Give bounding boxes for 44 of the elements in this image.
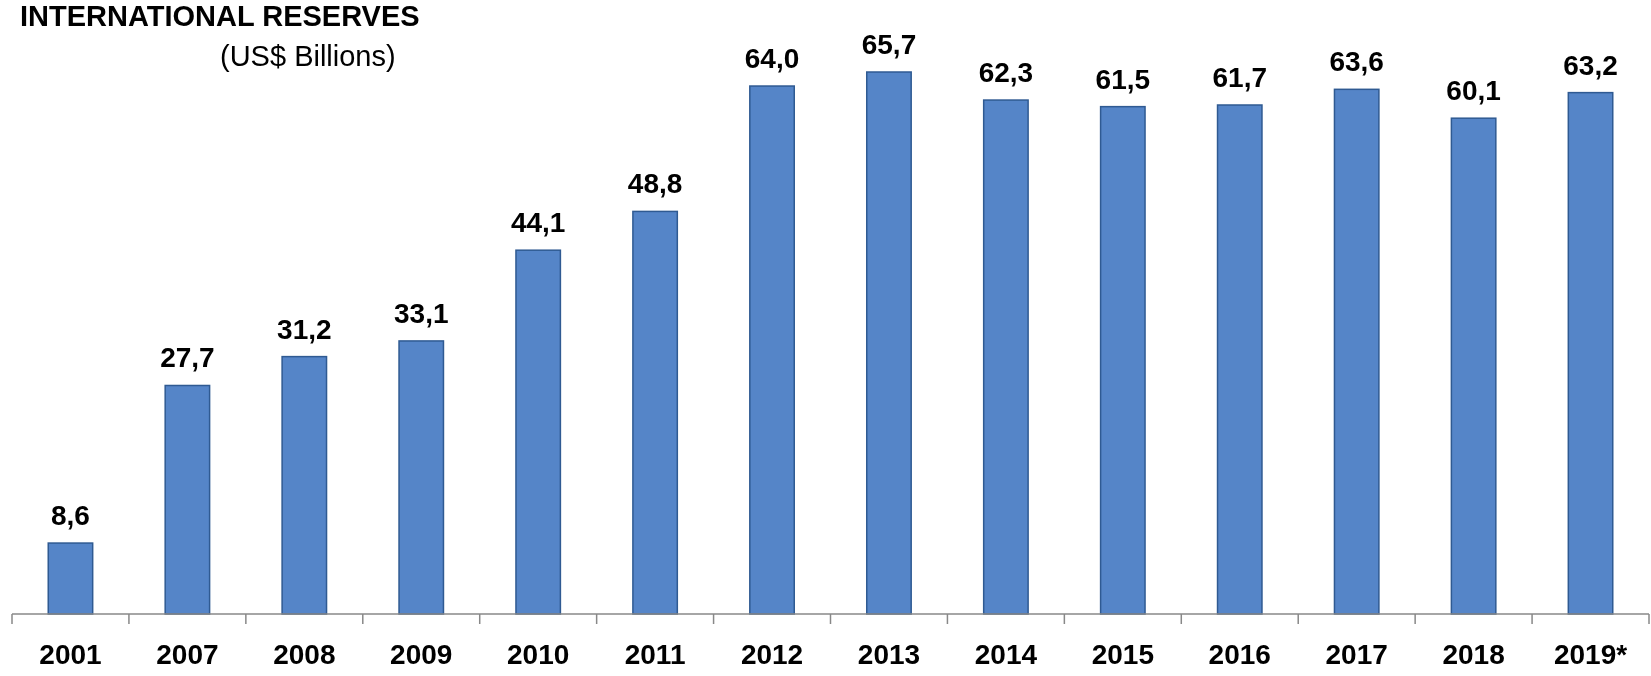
data-label: 8,6 <box>51 500 90 532</box>
bar <box>164 384 211 615</box>
x-tick-label: 2012 <box>740 639 804 670</box>
x-tick-label: 2018 <box>1442 639 1505 670</box>
x-tick-label: 2001 <box>39 639 102 670</box>
data-label: 61,5 <box>1095 63 1151 95</box>
data-label: 65,7 <box>861 29 917 60</box>
data-label: 33,1 <box>394 297 449 329</box>
data-label: 61,7 <box>1212 62 1267 93</box>
bar <box>1333 88 1380 615</box>
bar <box>1450 117 1497 615</box>
x-tick-label: 2013 <box>857 639 921 670</box>
chart-subtitle: (US$ Billions) <box>220 40 396 72</box>
x-tick-label: 2017 <box>1325 639 1388 670</box>
bar <box>632 210 679 615</box>
x-tick-label: 2007 <box>156 639 219 670</box>
x-tick-label: 2019* <box>1553 639 1628 670</box>
x-tick-label: 2015 <box>1091 639 1154 670</box>
bar <box>1099 105 1146 615</box>
bar <box>866 71 912 615</box>
x-tick-label: 2009 <box>390 639 453 670</box>
bar <box>982 99 1029 615</box>
data-label: 62,3 <box>978 57 1034 89</box>
x-tick-label: 2011 <box>624 639 686 670</box>
data-label: 63,6 <box>1329 46 1384 78</box>
x-tick-label: 2010 <box>507 639 570 670</box>
data-label: 63,2 <box>1563 49 1618 81</box>
data-label: 60,1 <box>1446 75 1501 107</box>
x-tick-label: 2008 <box>273 639 336 670</box>
data-label: 64,0 <box>744 43 800 75</box>
bar <box>281 355 328 615</box>
chart-title: INTERNATIONAL RESERVES <box>20 0 420 32</box>
bar <box>47 542 94 615</box>
bar <box>515 249 562 615</box>
x-tick-label: 2014 <box>974 639 1038 670</box>
data-label: 31,2 <box>277 313 332 345</box>
data-label: 44,1 <box>510 207 566 239</box>
data-label: 27,7 <box>160 342 215 374</box>
data-label: 48,8 <box>627 168 683 200</box>
bar <box>1216 104 1263 615</box>
bar <box>1567 91 1614 615</box>
x-tick-label: 2016 <box>1208 639 1271 670</box>
bar <box>749 85 795 615</box>
bar <box>398 340 445 615</box>
